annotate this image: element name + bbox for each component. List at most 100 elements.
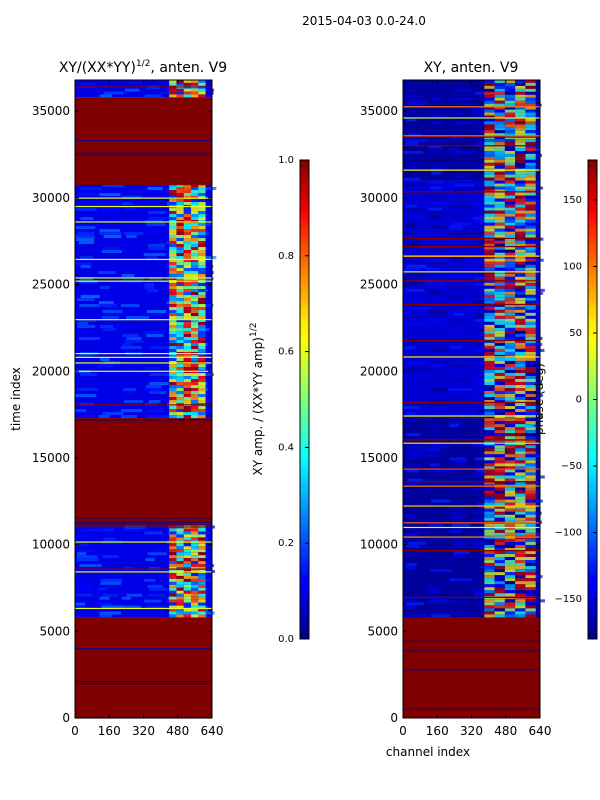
heatmap-active-cell [484,216,495,220]
heatmap-active-cell [176,578,184,582]
heatmap-active-cell [191,208,199,212]
heatmap-active-cell [525,360,536,364]
heatmap-active-cell [191,391,199,395]
heatmap-active-cell [515,372,526,376]
heatmap-texture [431,490,452,494]
heatmap-active-cell [525,315,536,319]
heatmap-active-cell [504,195,516,199]
heatmap-streak [75,184,212,186]
heatmap-active-cell [504,207,516,211]
heatmap-active-cell [494,195,505,199]
heatmap-active-cell [515,109,526,113]
heatmap-active-cell [515,204,526,208]
phase-colorbar-label: phase (deg) [532,363,546,435]
y-tick-label: 15000 [32,451,70,465]
heatmap-active-cell [484,563,495,567]
heatmap-active-cell [525,427,536,431]
heatmap-active-cell [515,345,526,349]
heatmap-active-cell [484,514,495,518]
heatmap-active-cell [198,584,206,588]
heatmap-texture [406,412,417,416]
heatmap-active-cell [169,400,177,404]
heatmap-active-cell [525,219,536,223]
heatmap-streak [403,640,540,642]
heatmap-active-cell [169,292,177,296]
phase-panel-title: XY, anten. V9 [424,60,519,76]
heatmap-active-cell [515,118,526,122]
heatmap-active-cell [494,207,505,211]
heatmap-texture [75,331,87,335]
heatmap-active-cell [176,91,184,95]
heatmap-texture [148,593,166,597]
heatmap-active-cell [176,322,184,326]
heatmap-texture [453,333,470,337]
heatmap-active-cell [484,421,495,425]
heatmap-texture [125,88,140,92]
heatmap-active-cell [525,460,536,464]
heatmap-texture [98,208,120,212]
heatmap-texture [428,454,439,458]
heatmap-texture [451,285,470,289]
heatmap-texture [100,325,113,329]
heatmap-active-cell [169,304,177,308]
heatmap-active-cell [484,427,495,431]
heatmap-texture [427,451,446,455]
heatmap-streak [403,135,540,137]
heatmap-texture [450,575,469,579]
heatmap-texture [121,367,138,371]
heatmap-texture [427,207,442,211]
heatmap-active-cell [525,406,536,410]
heatmap-active-cell [515,127,526,131]
heatmap-active-cell [504,234,516,238]
heatmap-texture [429,216,441,220]
heatmap-texture [428,249,448,253]
heatmap-texture [431,165,449,169]
heatmap-active-cell [191,587,199,591]
heatmap-texture [403,243,421,247]
heatmap-texture [453,436,466,440]
heatmap-texture [124,208,135,212]
title-rest: , anten. V9 [150,60,227,76]
heatmap-active-cell [176,214,184,218]
heatmap-active-cell [191,376,199,380]
heatmap-active-cell [525,100,536,104]
y-tick-label: 35000 [32,104,70,118]
heatmap-texture [476,142,487,146]
heatmap-active-cell [494,183,505,187]
heatmap-active-cell [484,544,495,548]
heatmap-active-cell [191,397,199,401]
heatmap-active-cell [504,183,516,187]
heatmap-active-cell [484,303,495,307]
heatmap-active-cell [183,614,192,618]
heatmap-texture [473,348,487,352]
heatmap-active-cell [494,252,505,256]
heatmap-active-cell [176,564,184,568]
phase-heatmap [403,80,545,718]
heatmap-active-cell [525,575,536,579]
heatmap-active-cell [176,605,184,609]
heatmap-active-cell [504,153,516,157]
heatmap-active-cell [183,552,192,556]
heatmap-active-cell [169,241,177,245]
heatmap-active-cell [198,211,206,215]
heatmap-active-cell [176,193,184,197]
heatmap-texture [428,291,441,295]
heatmap-texture [403,451,425,455]
x-tick-label: 320 [460,724,483,738]
heatmap-active-cell [504,237,516,241]
heatmap-active-cell [484,466,495,470]
heatmap-texture [121,596,131,600]
heatmap-active-cell [494,100,505,104]
heatmap-active-cell [515,189,526,193]
heatmap-active-cell [176,534,184,538]
heatmap-texture [144,283,154,287]
heatmap-active-cell [169,94,177,98]
heatmap-active-cell [494,478,505,482]
colorbar-tick-label: −100 [555,528,582,539]
heatmap-texture [148,247,167,251]
heatmap-texture [427,587,438,591]
heatmap-texture [406,118,417,122]
heatmap-active-cell [515,578,526,582]
heatmap-active-cell [525,133,536,137]
